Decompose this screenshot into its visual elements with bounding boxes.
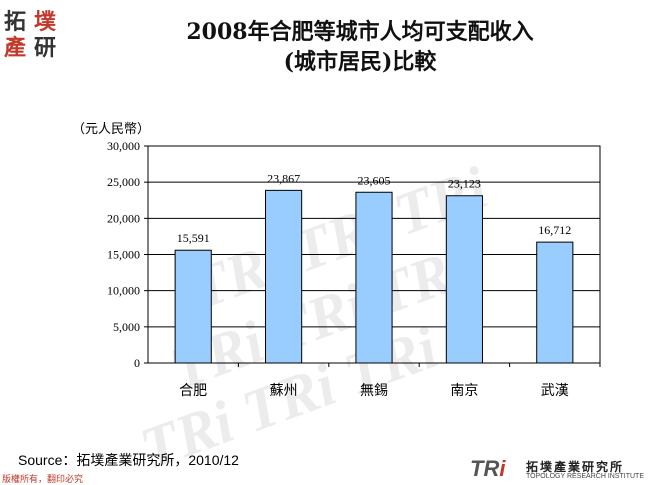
y-tick-label: 5,000: [113, 320, 140, 334]
copyright-note: 版權所有，翻印必究: [2, 475, 84, 485]
logo-char: 墣: [34, 10, 57, 35]
logo-char: 產: [4, 36, 27, 61]
data-label: 23,605: [358, 173, 391, 187]
bar: [174, 249, 212, 364]
x-tick-label: 蘇州: [270, 383, 298, 399]
bar: [445, 195, 483, 364]
y-tick-label: 15,000: [107, 248, 140, 262]
bar: [355, 191, 393, 364]
brand-name-cn: 拓墣產業研究所: [526, 460, 625, 474]
y-tick-label: 10,000: [107, 284, 140, 298]
y-tick-label: 0: [134, 356, 140, 370]
brand-logo: TRi 拓墣產業研究所 TOPOLOGY RESEARCH INSTITUTE: [470, 456, 646, 484]
bar: [536, 241, 574, 364]
x-tick-label: 合肥: [179, 383, 207, 399]
y-tick-label: 20,000: [107, 211, 140, 225]
chart-subtitle: (城市居民)比較: [283, 49, 437, 75]
x-tick-label: 南京: [450, 383, 478, 399]
data-label: 15,591: [177, 231, 210, 245]
logo-char: 研: [34, 36, 57, 61]
company-logo: 拓 墣 產 研: [2, 2, 66, 61]
brand-mark: TRi: [470, 456, 506, 481]
chart-title: 2008年合肥等城市人均可支配收入: [186, 19, 534, 45]
x-tick-label: 武漢: [541, 383, 569, 399]
data-label: 23,867: [267, 171, 300, 185]
data-label: 23,123: [448, 177, 481, 191]
bar: [265, 189, 303, 364]
data-label: 16,712: [538, 223, 571, 237]
logo-char: 拓: [4, 10, 27, 35]
y-tick-label: 30,000: [107, 139, 140, 153]
source-note: Source：拓墣產業研究所，2010/12: [18, 452, 239, 468]
x-tick-label: 無錫: [360, 383, 388, 399]
y-axis-unit-label: （元人民幣）: [72, 122, 151, 137]
y-tick-label: 25,000: [107, 175, 140, 189]
brand-name-en: TOPOLOGY RESEARCH INSTITUTE: [526, 473, 644, 480]
